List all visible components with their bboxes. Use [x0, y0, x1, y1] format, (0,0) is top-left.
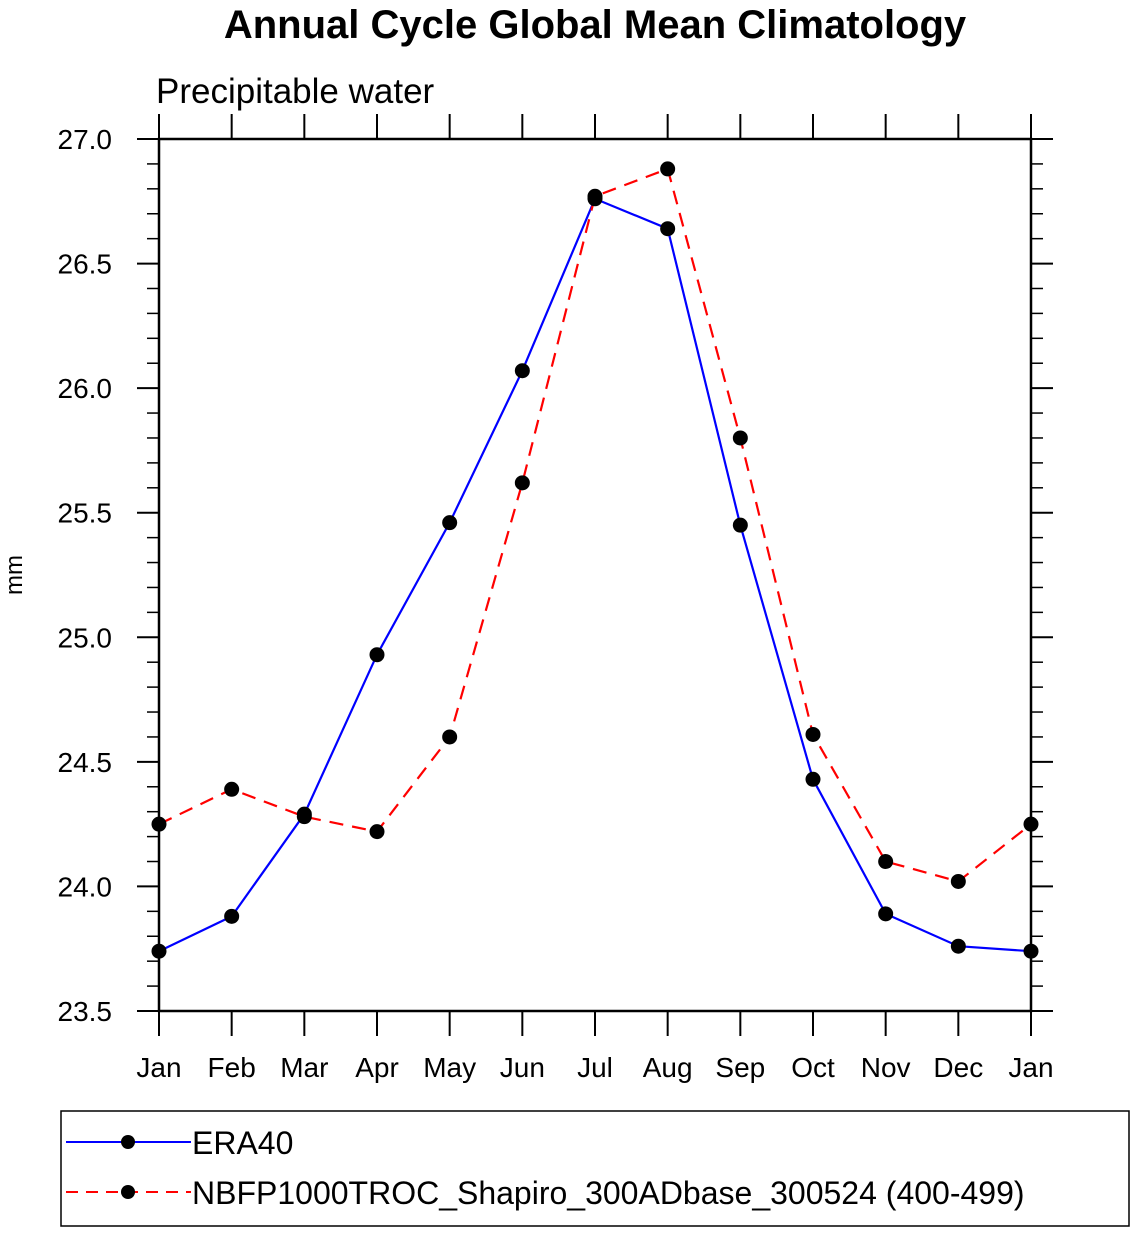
data-point-era40 — [732, 517, 748, 533]
data-point-nbfp1000troc — [805, 726, 821, 742]
series-line-era40 — [158, 197, 1032, 953]
legend-label: ERA40 — [192, 1125, 293, 1161]
x-tick-label: Jun — [500, 1052, 545, 1083]
data-point-nbfp1000troc — [369, 824, 385, 840]
data-point-era40 — [442, 515, 458, 531]
chart-subtitle: Precipitable water — [156, 72, 435, 111]
plot-frame — [157, 137, 1033, 1013]
data-point-nbfp1000troc — [296, 809, 312, 825]
x-tick-label: Jan — [136, 1052, 181, 1083]
data-point-era40 — [950, 938, 966, 954]
y-tick-label: 25.5 — [58, 498, 113, 529]
x-tick-label: Dec — [933, 1052, 983, 1083]
data-point-nbfp1000troc — [660, 161, 676, 177]
data-point-nbfp1000troc — [732, 430, 748, 446]
x-tick-label: Feb — [208, 1052, 256, 1083]
x-tick-label: Oct — [791, 1052, 835, 1083]
data-point-nbfp1000troc — [442, 729, 458, 745]
y-axis-label: mm — [1, 555, 28, 595]
data-point-nbfp1000troc — [950, 873, 966, 889]
x-tick-label: May — [423, 1052, 476, 1083]
series-line-nbfp1000troc — [158, 167, 1032, 883]
data-point-era40 — [369, 647, 385, 663]
data-point-era40 — [514, 363, 530, 379]
chart-title: Annual Cycle Global Mean Climatology — [224, 3, 967, 47]
data-point-era40 — [224, 908, 240, 924]
legend-marker — [121, 1185, 135, 1199]
series-lines — [158, 167, 1032, 953]
data-point-nbfp1000troc — [587, 188, 603, 204]
x-tick-label: Jan — [1008, 1052, 1053, 1083]
data-point-nbfp1000troc — [514, 475, 530, 491]
legend-box — [60, 1110, 1130, 1227]
y-tick-label: 27.0 — [58, 124, 113, 155]
y-tick-label: 26.5 — [58, 249, 113, 280]
y-tick-label: 25.0 — [58, 622, 113, 653]
series-markers — [151, 161, 1039, 959]
x-tick-label: Apr — [355, 1052, 399, 1083]
legend-label: NBFP1000TROC_Shapiro_300ADbase_300524 (4… — [192, 1175, 1025, 1211]
y-tick-label: 26.0 — [58, 373, 113, 404]
data-point-era40 — [878, 906, 894, 922]
data-point-era40 — [660, 221, 676, 237]
x-tick-label: Mar — [280, 1052, 328, 1083]
y-tick-label: 24.0 — [58, 871, 113, 902]
x-tick-label: Nov — [861, 1052, 911, 1083]
axis-ticks — [137, 114, 1053, 1036]
x-tick-label: Jul — [577, 1052, 613, 1083]
x-tick-label: Sep — [715, 1052, 765, 1083]
legend: ERA40 NBFP1000TROC_Shapiro_300ADbase_3005… — [60, 1110, 1130, 1227]
x-tick-label: Aug — [643, 1052, 693, 1083]
data-point-era40 — [805, 771, 821, 787]
y-tick-label: 24.5 — [58, 747, 113, 778]
data-point-nbfp1000troc — [224, 781, 240, 797]
y-tick-label: 23.5 — [58, 996, 113, 1027]
data-point-nbfp1000troc — [878, 854, 894, 870]
axis-tick-labels: Jan Feb Mar Apr May Jun Jul Aug Sep Oct Nov Dec Jan 2… — [58, 124, 1054, 1083]
legend-marker — [121, 1135, 135, 1149]
